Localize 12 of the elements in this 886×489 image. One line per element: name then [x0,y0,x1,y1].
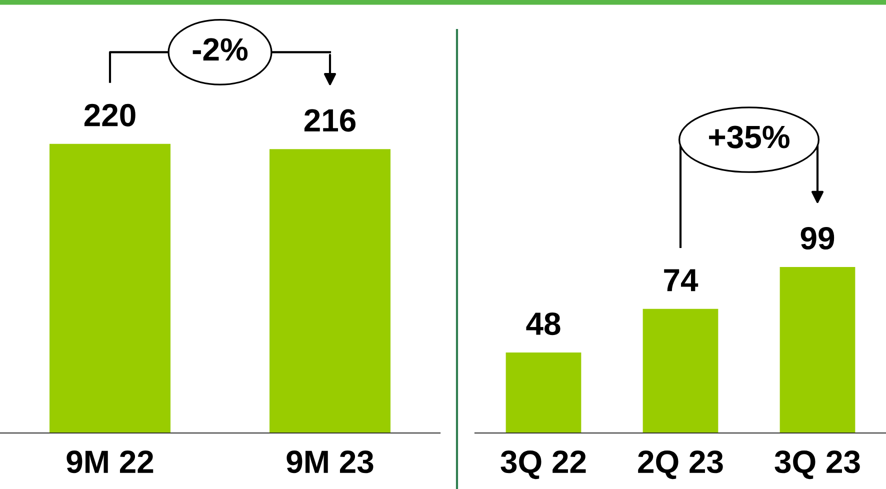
x-tick-label: 3Q 22 [500,450,586,480]
x-tick-label: 9M 22 [66,450,154,474]
data-label: 220 [84,104,136,126]
data-label: 48 [526,312,560,336]
text: -2% [192,38,248,61]
x-tick-label: 2Q 23 [638,450,723,480]
x-tick-label: 9M 23 [286,450,374,474]
data-label: 216 [304,109,356,132]
text: +35% [709,126,790,148]
data-label: 99 [800,226,834,250]
data-label: 74 [664,269,698,292]
x-tick-label: 3Q 23 [774,450,860,480]
